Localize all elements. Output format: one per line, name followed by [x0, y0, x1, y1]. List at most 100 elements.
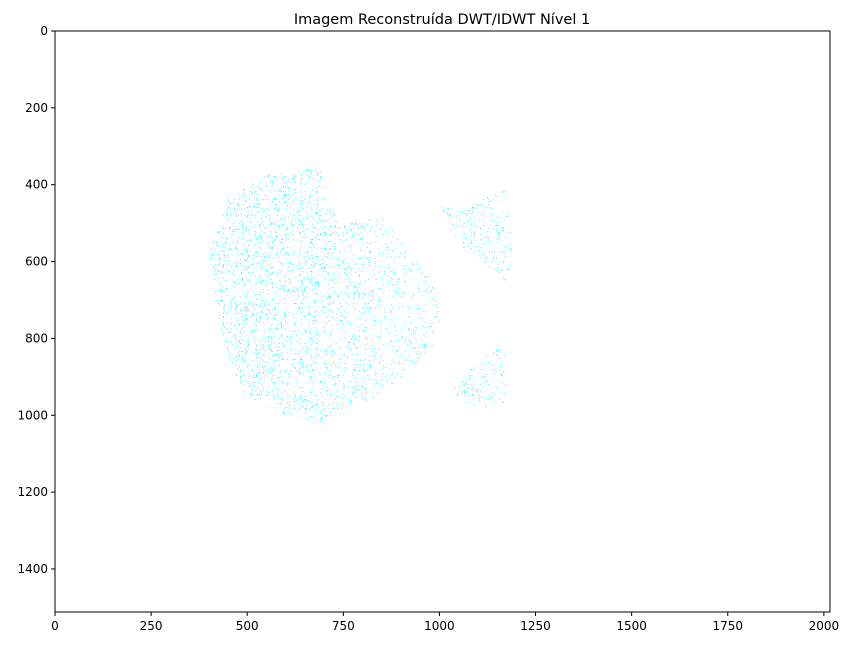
pixel-point — [246, 251, 247, 253]
pixel-point — [271, 201, 273, 203]
pixel-point — [251, 206, 253, 207]
pixel-point — [364, 283, 366, 285]
pixel-point — [373, 348, 375, 350]
pixel-point — [330, 331, 332, 333]
pixel-point — [327, 295, 329, 297]
pixel-point — [498, 350, 500, 351]
pixel-point — [281, 225, 283, 227]
pixel-point — [293, 224, 294, 226]
pixel-point — [252, 330, 253, 332]
pixel-point — [219, 305, 220, 307]
pixel-point — [293, 197, 295, 199]
chart-title: Imagem Reconstruída DWT/IDWT Nível 1 — [294, 12, 590, 28]
pixel-point — [239, 323, 240, 325]
pixel-point — [252, 271, 254, 273]
pixel-point — [317, 354, 319, 356]
pixel-point — [311, 254, 313, 256]
pixel-point — [240, 253, 242, 254]
pixel-point — [370, 277, 372, 279]
pixel-point — [364, 370, 365, 372]
pixel-point — [245, 353, 246, 354]
pixel-point — [241, 253, 243, 255]
pixel-point — [405, 250, 407, 252]
pixel-point — [293, 176, 295, 178]
pixel-point — [309, 344, 311, 346]
pixel-point — [302, 218, 304, 220]
pixel-point — [265, 300, 267, 301]
pixel-point — [360, 312, 362, 314]
pixel-point — [342, 290, 344, 292]
pixel-point — [265, 220, 267, 222]
pixel-point — [285, 229, 286, 231]
pixel-point — [297, 227, 298, 229]
pixel-point — [486, 406, 488, 408]
pixel-point — [233, 225, 235, 227]
pixel-point — [272, 271, 273, 273]
pixel-point — [301, 358, 303, 360]
pixel-point — [452, 224, 454, 226]
pixel-point — [230, 302, 231, 303]
pixel-point — [335, 221, 337, 223]
pixel-point — [304, 184, 306, 186]
pixel-point — [273, 393, 275, 395]
pixel-point — [262, 209, 263, 211]
pixel-point — [318, 355, 320, 356]
pixel-point — [382, 278, 383, 279]
pixel-point — [480, 247, 482, 248]
pixel-point — [291, 182, 293, 184]
pixel-point — [383, 365, 385, 367]
pixel-point — [471, 383, 473, 385]
pixel-point — [238, 229, 240, 231]
pixel-point — [316, 281, 318, 283]
pixel-point — [258, 253, 260, 255]
pixel-point — [290, 338, 292, 340]
pixel-point — [483, 244, 485, 246]
y-tick-label: 1400 — [17, 562, 48, 576]
pixel-point — [285, 280, 286, 281]
pixel-point — [246, 216, 248, 218]
pixel-point — [346, 274, 348, 275]
pixel-point — [222, 320, 224, 322]
pixel-point — [302, 299, 304, 301]
pixel-point — [225, 288, 227, 290]
pixel-point — [328, 371, 330, 372]
pixel-point — [498, 241, 500, 243]
pixel-point — [336, 396, 337, 398]
pixel-point — [235, 348, 237, 350]
pixel-point — [221, 292, 223, 294]
pixel-point — [305, 408, 307, 409]
pixel-point — [281, 239, 283, 240]
pixel-point — [233, 275, 235, 276]
pixel-point — [496, 230, 498, 231]
pixel-point — [293, 303, 295, 305]
pixel-point — [399, 293, 401, 294]
pixel-point — [354, 392, 356, 393]
pixel-point — [498, 232, 499, 234]
pixel-point — [294, 321, 296, 323]
pixel-point — [315, 261, 317, 263]
pixel-point — [323, 267, 324, 269]
pixel-point — [231, 236, 233, 238]
pixel-point — [379, 302, 381, 304]
pixel-point — [502, 230, 503, 232]
pixel-point — [305, 307, 307, 308]
pixel-point — [397, 294, 399, 296]
pixel-point — [257, 207, 259, 209]
pixel-point — [373, 359, 374, 361]
pixel-point — [319, 220, 321, 221]
pixel-point — [225, 340, 227, 342]
pixel-point — [243, 330, 245, 332]
pixel-point — [274, 318, 276, 320]
pixel-point — [316, 403, 318, 405]
pixel-point — [375, 279, 377, 280]
pixel-point — [315, 263, 317, 264]
pixel-point — [260, 256, 262, 257]
pixel-point — [327, 393, 329, 395]
pixel-point — [278, 257, 280, 259]
pixel-point — [394, 291, 396, 292]
pixel-point — [255, 251, 257, 253]
pixel-point — [378, 369, 380, 371]
pixel-point — [314, 282, 316, 283]
pixel-point — [506, 216, 508, 217]
pixel-point — [462, 242, 464, 244]
